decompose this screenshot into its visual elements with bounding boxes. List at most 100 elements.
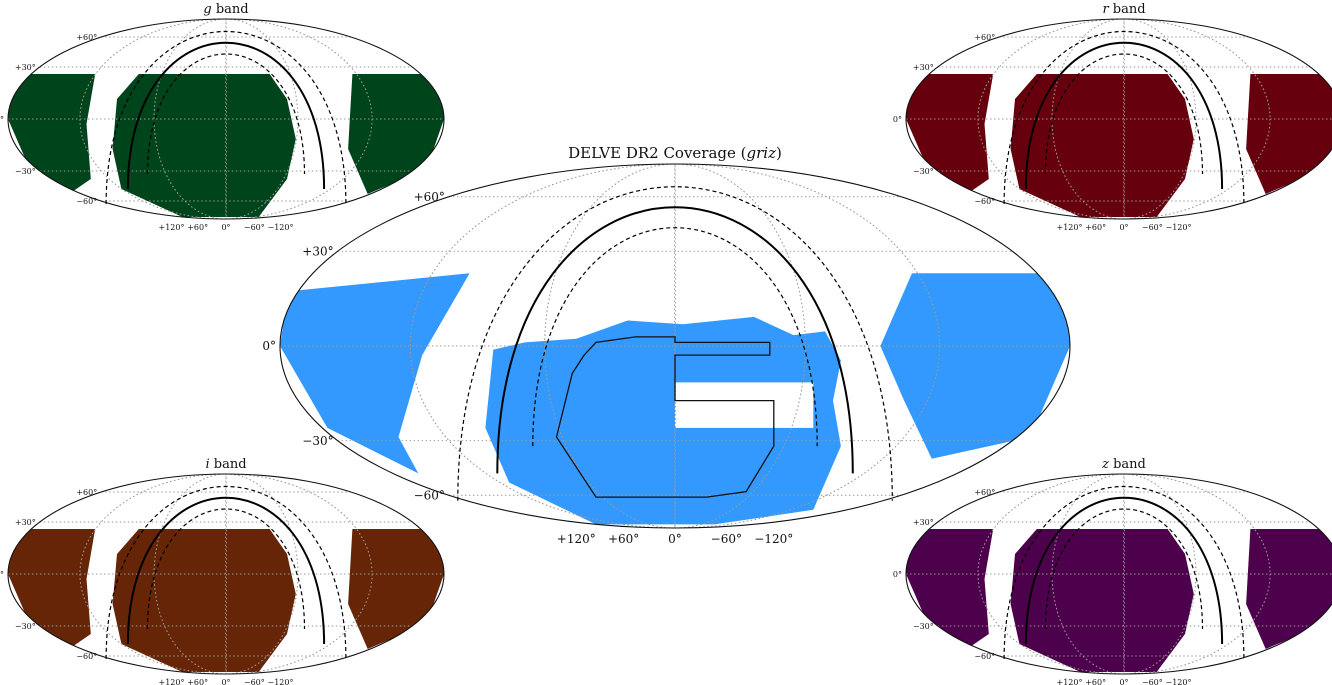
graticule-meridian: [1051, 18, 1197, 220]
latitude-label: −30°: [913, 167, 934, 176]
galactic-plane-boundary: [457, 186, 893, 501]
longitude-label: 0°: [1119, 678, 1128, 685]
longitude-label: −60°: [711, 532, 742, 546]
panel-title-z: z band: [1101, 457, 1146, 472]
coverage-footprint: [8, 529, 96, 649]
latitude-label: +30°: [913, 63, 934, 72]
latitude-label: 0°: [893, 570, 902, 579]
coverage-footprint: [112, 74, 296, 217]
latitude-label: −60°: [414, 488, 445, 502]
latitude-label: 0°: [0, 570, 4, 579]
longitude-label: 0°: [1119, 223, 1128, 232]
galactic-plane-boundary: [146, 508, 306, 630]
map-panel-r: r band+60°+30°0°−30°−60°+120° +60° 0° −60° −…: [893, 2, 1332, 232]
latitude-label: −30°: [15, 622, 36, 631]
longitude-label: +120°: [557, 532, 596, 546]
galactic-plane: [1024, 496, 1224, 645]
coverage-footprint: [8, 74, 96, 194]
latitude-label: +60°: [974, 33, 995, 42]
longitude-label: +120°: [159, 678, 185, 685]
longitude-label: +60°: [187, 223, 208, 232]
coverage-footprint: [906, 74, 994, 194]
galactic-plane-boundary: [105, 31, 347, 205]
latitude-label: −30°: [15, 167, 36, 176]
galactic-plane-boundary: [146, 53, 306, 175]
longitude-label: −120°: [754, 532, 793, 546]
map-outline: [7, 18, 445, 220]
latitude-label: −60°: [76, 652, 97, 661]
galactic-plane-boundary: [1044, 53, 1204, 175]
longitude-label: 0°: [221, 223, 230, 232]
coverage-area: [906, 529, 1332, 672]
galactic-plane: [126, 41, 326, 190]
longitude-label: +120°: [159, 223, 185, 232]
longitude-label: −120°: [268, 678, 294, 685]
latitude-label: −60°: [76, 197, 97, 206]
coverage-area: [906, 74, 1332, 217]
latitude-label: −30°: [302, 434, 333, 448]
coverage-footprint: [880, 273, 1070, 459]
coverage-footprint: [1010, 529, 1194, 672]
longitude-label: +120°: [1057, 223, 1083, 232]
latitude-label: 0°: [262, 339, 276, 353]
longitude-label: +120°: [1057, 678, 1083, 685]
des-footprint: [555, 336, 775, 498]
graticule-meridian: [674, 163, 676, 529]
coverage-footprint: [906, 529, 994, 649]
galactic-plane-boundary: [1003, 31, 1245, 205]
latitude-label: −60°: [974, 652, 995, 661]
longitude-label: 0°: [221, 678, 230, 685]
map-panel-main: DELVE DR2 Coverage (griz) +60° +30° 0° −30° −…: [262, 144, 1071, 546]
panel-title-main: DELVE DR2 Coverage (griz): [568, 144, 782, 162]
coverage-footprint: [348, 74, 444, 194]
panel-title-r: r band: [1102, 2, 1145, 17]
galactic-plane-boundary: [532, 227, 818, 447]
longitude-label: 0°: [668, 532, 682, 546]
latitude-label: +60°: [76, 33, 97, 42]
latitude-label: 0°: [0, 115, 4, 124]
coverage-footprint: [280, 273, 470, 474]
graticule-meridian: [153, 18, 299, 220]
coverage-footprint: [1010, 74, 1194, 217]
latitude-label: +30°: [913, 518, 934, 527]
galactic-plane-boundary: [1003, 486, 1245, 660]
longitude-label: +60°: [1085, 223, 1106, 232]
coverage-footprint: [1246, 529, 1332, 649]
latitude-label: −60°: [974, 197, 995, 206]
graticule-meridian: [153, 473, 299, 675]
latitude-label: +60°: [76, 488, 97, 497]
map-outline: [7, 473, 445, 675]
galactic-plane: [496, 206, 854, 474]
map-outline: [905, 473, 1332, 675]
panel-title-i: i band: [205, 457, 246, 472]
graticule-meridian: [1051, 473, 1197, 675]
map-outline: [905, 18, 1332, 220]
latitude-label: +60°: [974, 488, 995, 497]
coverage-footprint: [348, 529, 444, 649]
longitude-label: +60°: [1085, 678, 1106, 685]
latitude-label: +30°: [15, 518, 36, 527]
coverage-footprint: [1246, 74, 1332, 194]
longitude-label: −120°: [1166, 223, 1192, 232]
coverage-gap: [675, 382, 814, 428]
latitude-label: 0°: [893, 115, 902, 124]
galactic-plane: [126, 496, 326, 645]
map-panel-i: i band+60°+30°0°−30°−60°+120°+60°0°−60°−…: [0, 457, 445, 685]
map-panel-g: g band+60°+30°0°−30°−60°+120°+60°0°−60°−…: [0, 2, 445, 232]
latitude-label: +60°: [414, 190, 445, 204]
longitude-label: −120°: [1166, 678, 1192, 685]
coverage-footprint: [112, 529, 296, 672]
longitude-label: −120°: [268, 223, 294, 232]
coverage-footprint: [485, 316, 841, 525]
latitude-label: +30°: [302, 245, 333, 259]
longitude-label: −60°: [244, 678, 265, 685]
longitude-label: +60°: [608, 532, 639, 546]
galactic-plane: [1024, 41, 1224, 190]
longitude-label: −60°: [1142, 223, 1163, 232]
panel-title-g: g band: [203, 2, 248, 17]
galactic-plane-boundary: [1044, 508, 1204, 630]
longitude-label: +60°: [187, 678, 208, 685]
longitude-label: −60°: [244, 223, 265, 232]
coverage-area: [280, 273, 1070, 525]
